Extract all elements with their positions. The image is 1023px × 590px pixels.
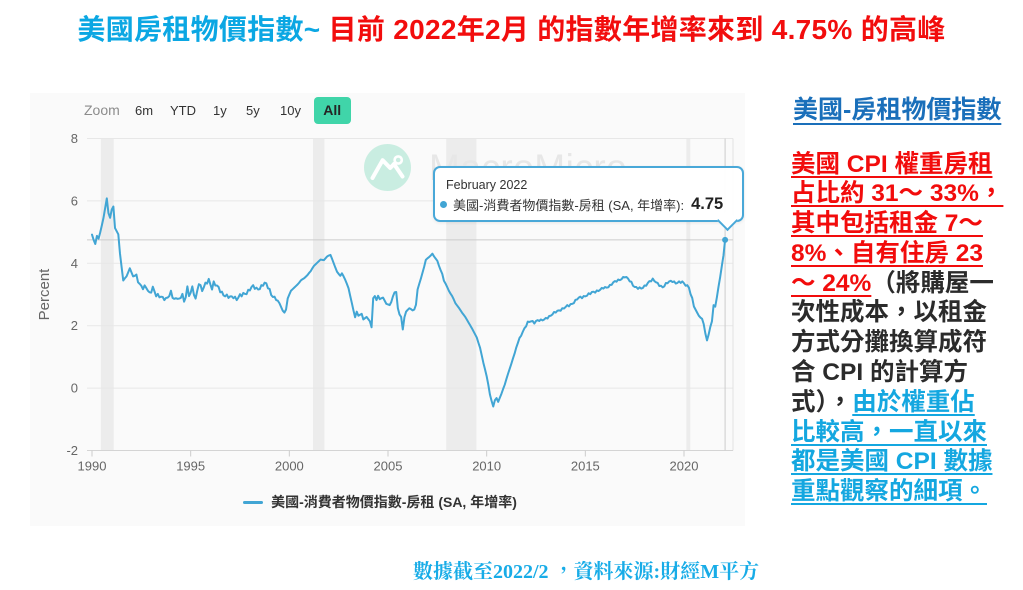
series-bullet-icon xyxy=(440,201,447,208)
sidebar-paragraph-line: 占比約 31～ 33%， xyxy=(791,177,1019,207)
chart-card: 8 6 4 2 0 -2 1990 1995 2000 2005 2010 2015 2020 Perce… xyxy=(30,93,745,526)
sidebar-text-segment-teal[interactable]: 重點觀察的細項。 xyxy=(791,472,987,508)
y-axis-label: 8 xyxy=(71,131,78,146)
legend-label: 美國-消費者物價指數-房租 (SA, 年增率) xyxy=(271,492,517,512)
chart-legend[interactable]: 美國-消費者物價指數-房租 (SA, 年增率) xyxy=(30,492,730,512)
sidebar-text-segment-red[interactable]: ～ 24% xyxy=(791,263,872,299)
last-point-marker xyxy=(722,236,729,243)
legend-line-icon xyxy=(243,500,264,504)
x-axis-label: 2005 xyxy=(374,459,403,474)
x-axis-label: 1995 xyxy=(176,459,205,474)
x-axis-label: 2010 xyxy=(472,459,501,474)
sidebar-paragraph-line: ～ 24%（將購屋一 xyxy=(791,263,1019,299)
zoom-button-all[interactable]: All xyxy=(314,97,351,124)
sidebar-paragraph-line: 美國 CPI 權重房租 xyxy=(791,144,1019,180)
sidebar-paragraph-line: 次性成本，以租金 xyxy=(791,296,1019,326)
chart-tooltip: February 2022 美國-消費者物價指數-房租 (SA, 年增率): 4.… xyxy=(433,166,744,222)
sidebar-paragraph-line: 比較高，一直以來 xyxy=(791,412,1019,448)
y-axis-label: 2 xyxy=(71,318,78,333)
x-axis-label: 2000 xyxy=(275,459,304,474)
zoom-button-ytd[interactable]: YTD xyxy=(170,103,196,118)
sidebar-paragraph-line: 重點觀察的細項。 xyxy=(791,475,1019,505)
zoom-button-10y[interactable]: 10y xyxy=(280,103,301,118)
tooltip-series-label: 美國-消費者物價指數-房租 (SA, 年增率): xyxy=(453,195,685,214)
sidebar-paragraph-line: 式），由於權重佔 xyxy=(791,382,1019,418)
tooltip-series-row: 美國-消費者物價指數-房租 (SA, 年增率): 4.75 xyxy=(440,195,730,214)
sidebar-text-segment-red[interactable]: 8%、自有住房 23 xyxy=(791,233,983,269)
page-title-highlight: 美國房租物價指數~ xyxy=(77,8,321,48)
tooltip-value: 4.75 xyxy=(691,195,724,213)
x-axis-label: 2020 xyxy=(670,459,699,474)
sidebar-text-segment-plain: 合 CPI 的計算方 xyxy=(791,353,968,389)
logo-zigzag-line xyxy=(370,158,396,180)
sidebar-text-segment-teal[interactable]: 由於權重佔 xyxy=(852,382,975,418)
tooltip-date: February 2022 xyxy=(446,178,528,192)
zoom-label: Zoom xyxy=(84,102,120,118)
y-axis-label: -2 xyxy=(66,443,78,458)
recession-band xyxy=(313,138,325,451)
sidebar-paragraph-line: 都是美國 CPI 數據 xyxy=(791,445,1019,475)
sidebar-text-segment-plain: （將購屋一 xyxy=(871,263,994,299)
source-caption: 數據截至2022/2 ，資料來源:財經M平方 xyxy=(413,555,760,584)
y-axis-label: 0 xyxy=(71,381,78,396)
sidebar-text-segment-plain: 次性成本，以租金 xyxy=(791,293,987,329)
y-axis-label: 4 xyxy=(71,256,78,271)
y-axis-title: Percent xyxy=(36,268,53,321)
zoom-button-1y[interactable]: 1y xyxy=(213,103,227,118)
series-line xyxy=(91,197,727,408)
zoom-button-6m[interactable]: 6m xyxy=(135,103,154,118)
page-title-rest: 目前 2022年2月 的指數年增率來到 4.75% 的高峰 xyxy=(320,8,946,48)
sidebar-text-segment-plain: 式）， xyxy=(791,382,853,418)
sidebar-paragraph-line: 其中包括租金 7～ xyxy=(791,207,1019,237)
sidebar-paragraph-line: 方式分攤換算成符 xyxy=(791,326,1019,356)
logo-tail-line xyxy=(392,162,405,179)
sidebar-text-segment-plain: 方式分攤換算成符 xyxy=(791,323,987,359)
zoom-button-5y[interactable]: 5y xyxy=(246,103,260,118)
sidebar-paragraph-line: 8%、自有住房 23 xyxy=(791,233,1019,269)
x-axis-label: 2015 xyxy=(571,459,600,474)
sidebar-heading: 美國-房租物價指數 xyxy=(793,90,1002,126)
y-axis-label: 6 xyxy=(71,193,78,208)
sidebar-text-segment-teal[interactable]: 比較高，一直以來 xyxy=(791,412,987,448)
sidebar-paragraph: 美國 CPI 權重房租 占比約 31～ 33%， 其中包括租金 7～ 8%、自有住房 … xyxy=(791,144,1019,506)
sidebar-text-segment-red[interactable]: 占比約 31～ 33%， xyxy=(791,174,1004,210)
logo-endpoint-circle-icon xyxy=(393,155,404,165)
macromicro-logo-icon xyxy=(364,144,411,191)
recession-band xyxy=(100,138,114,451)
sidebar-text-segment-teal[interactable]: 都是美國 CPI 數據 xyxy=(791,442,993,478)
sidebar-paragraph-line: 合 CPI 的計算方 xyxy=(791,356,1019,386)
sidebar-text-segment-red[interactable]: 美國 CPI 權重房租 xyxy=(791,144,993,180)
sidebar-text-segment-red[interactable]: 其中包括租金 7～ xyxy=(791,204,983,240)
x-axis-label: 1990 xyxy=(78,459,107,474)
recession-band xyxy=(686,138,691,451)
page-title: 美國房租物價指數~ 目前 2022年2月 的指數年增率來到 4.75% 的高峰 xyxy=(0,11,1023,45)
